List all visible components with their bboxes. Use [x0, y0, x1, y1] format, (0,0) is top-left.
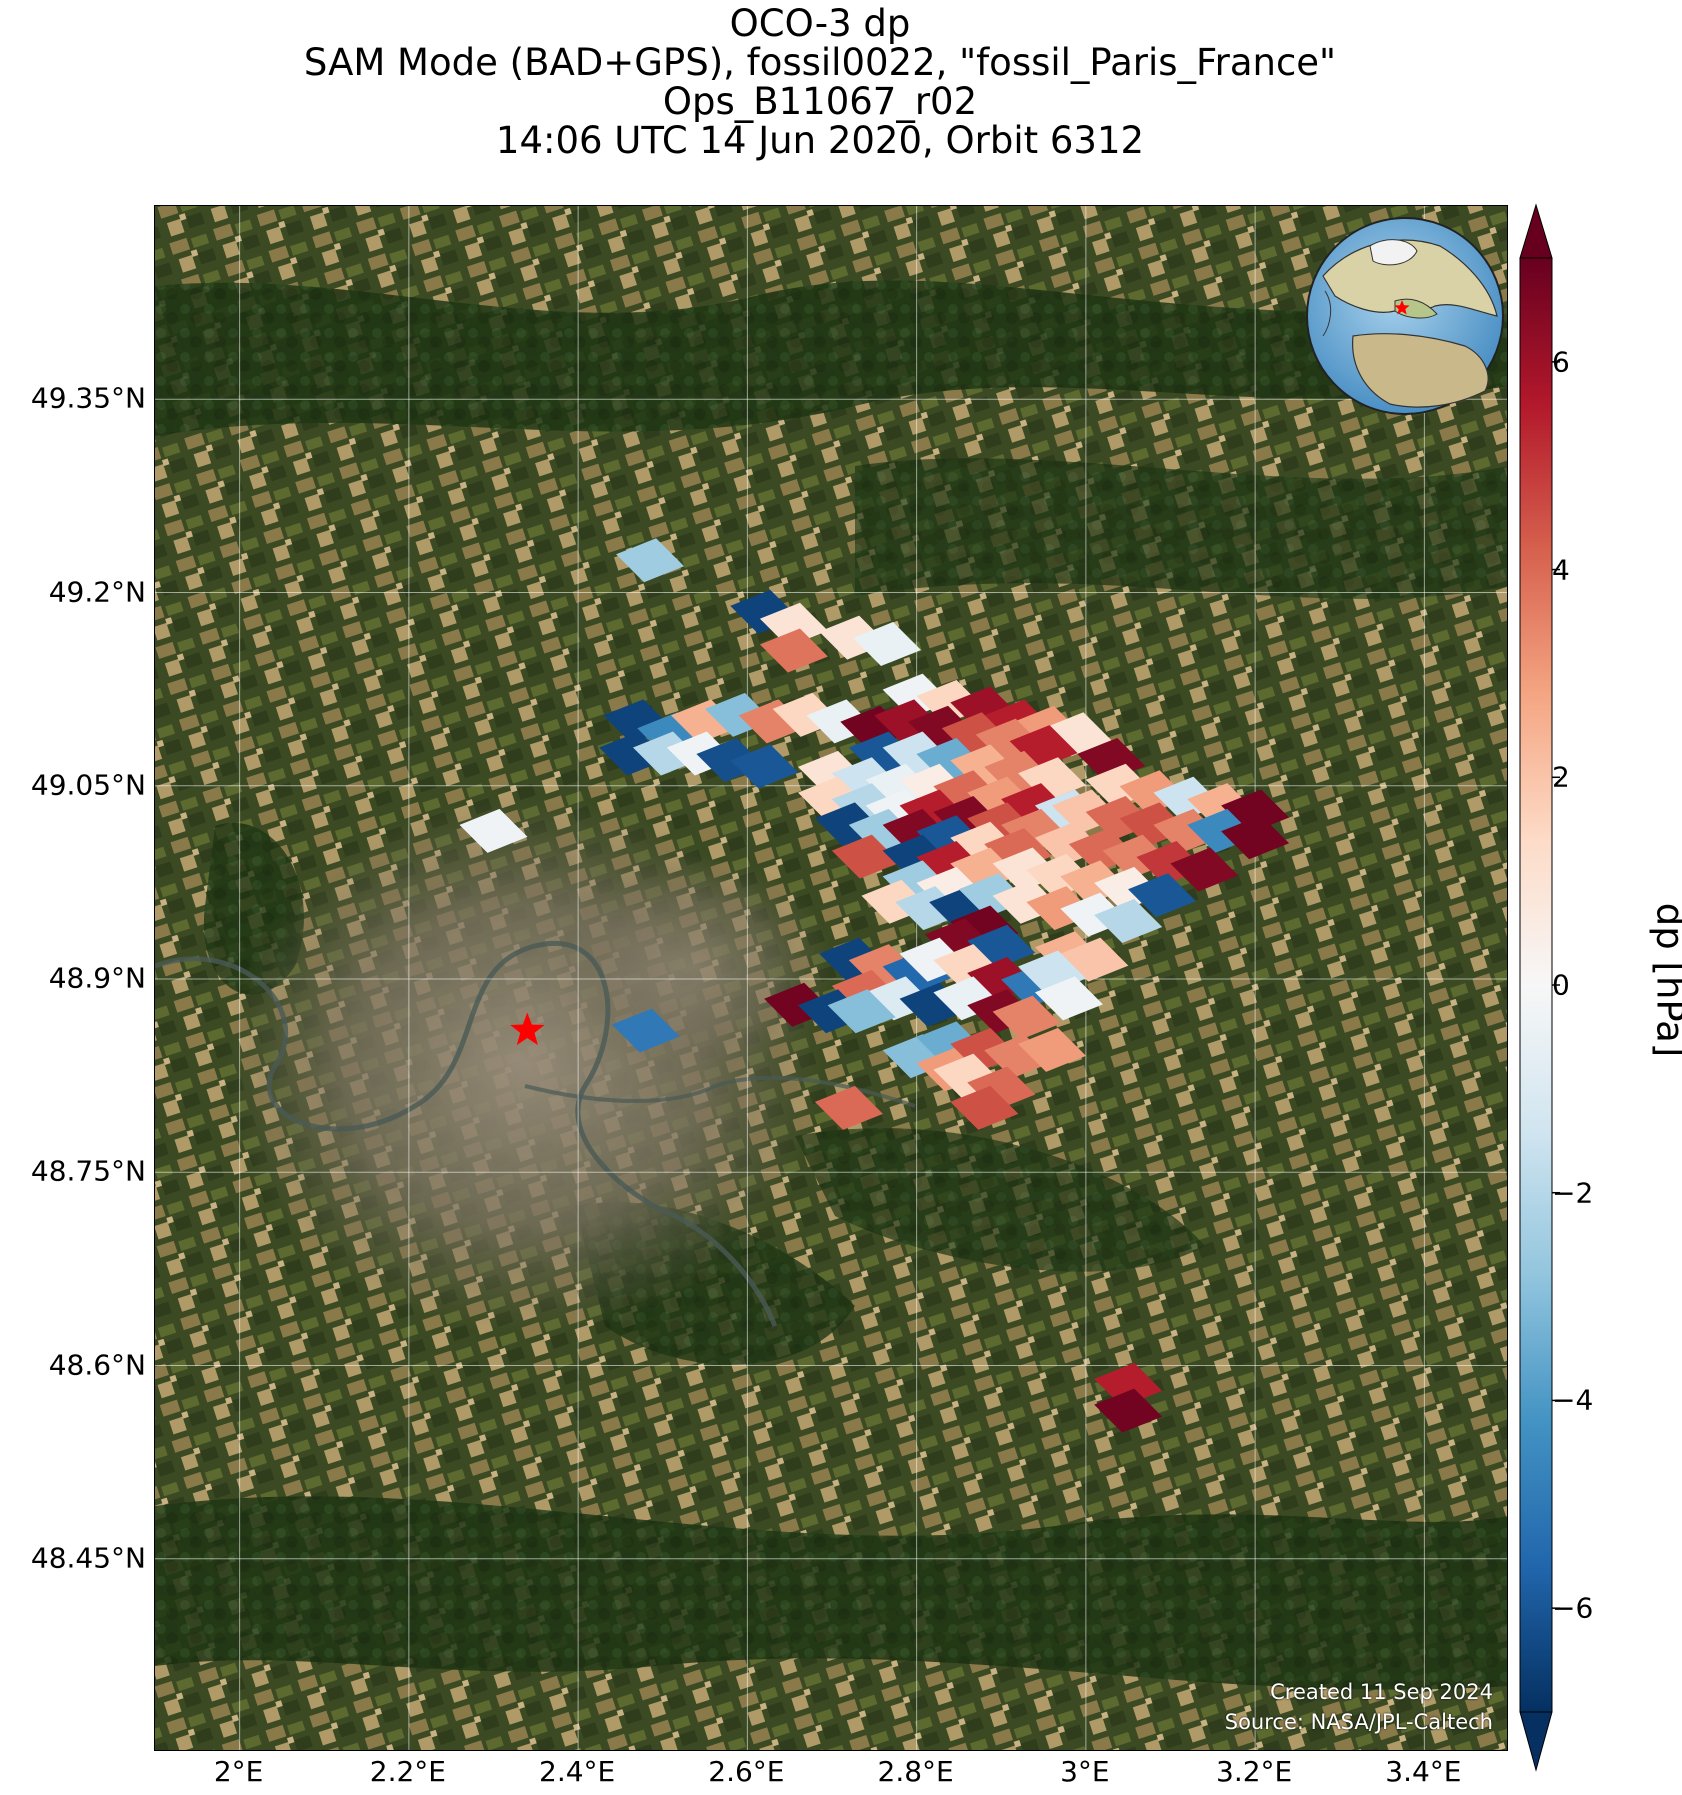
latitude-label: 48.6°N: [48, 1348, 146, 1381]
colorbar-tick-label: −2: [1552, 1176, 1594, 1210]
colorbar-tick-label: 0: [1552, 968, 1570, 1002]
sounding-footprint: [1094, 1388, 1163, 1433]
sounding-footprint: [1221, 815, 1290, 860]
latitude-label: 49.35°N: [30, 381, 146, 415]
colorbar-tick-label: −4: [1552, 1383, 1594, 1417]
sounding-footprint: [611, 1008, 680, 1053]
sounding-footprint: [1170, 847, 1239, 892]
source-credit: Source: NASA/JPL-Caltech: [1224, 1710, 1493, 1734]
colorbar-tick-label: 4: [1552, 553, 1570, 587]
sounding-footprint: [1018, 1027, 1087, 1072]
colorbar-label: dp [hPa]: [1648, 902, 1682, 1058]
inset-globe: [1306, 217, 1504, 415]
longitude-label: 2°E: [213, 1755, 264, 1788]
longitude-label: 3.4°E: [1385, 1755, 1462, 1788]
sounding-footprint: [853, 622, 922, 667]
sounding-footprint: [759, 602, 828, 647]
paris-target: [510, 1012, 545, 1046]
created-date: Created 11 Sep 2024: [1270, 1680, 1493, 1704]
longitude-label: 3.2°E: [1216, 1755, 1293, 1788]
title-line-4: 14:06 UTC 14 Jun 2020, Orbit 6312: [495, 119, 1145, 162]
dp-soundings: [459, 538, 1290, 1433]
longitude-label: 3°E: [1060, 1755, 1110, 1788]
colorbar-tick-label: 6: [1552, 345, 1570, 379]
figure-title: OCO-3 dp SAM Mode (BAD+GPS), fossil0022,…: [0, 4, 1640, 160]
latitude-label: 48.9°N: [48, 961, 146, 995]
sounding-footprint: [992, 995, 1061, 1040]
latitude-label: 48.45°N: [30, 1541, 146, 1575]
latitude-label: 49.2°N: [48, 575, 146, 608]
colorbar: [1519, 203, 1560, 1772]
sounding-footprint: [1094, 1362, 1163, 1407]
colorbar-extend-max: [1519, 203, 1553, 259]
sounding-footprint: [1034, 976, 1103, 1021]
title-line-2: SAM Mode (BAD+GPS), fossil0022, "fossil_…: [303, 41, 1337, 84]
sounding-footprint: [814, 1085, 883, 1130]
sounding-footprint: [459, 808, 528, 853]
colorbar-tick-label: 2: [1552, 760, 1570, 794]
map-canvas: [155, 206, 1507, 1750]
longitude-label: 2.4°E: [539, 1755, 616, 1788]
colorbar-body: [1519, 257, 1553, 1713]
sounding-footprint: [1094, 899, 1163, 944]
sounding-footprint: [950, 1085, 1019, 1130]
sounding-footprint: [831, 834, 900, 879]
sounding-footprint: [827, 989, 896, 1034]
longitude-label: 2.6°E: [708, 1755, 785, 1788]
colorbar-extend-min: [1519, 1711, 1553, 1772]
satellite-basemap: [155, 206, 1507, 1750]
target-star-marker: [510, 1012, 545, 1046]
latitude-label: 49.05°N: [30, 768, 146, 802]
latitude-label: 48.75°N: [30, 1154, 146, 1188]
sounding-footprint: [1128, 873, 1197, 918]
map-panel[interactable]: Created 11 Sep 2024 Source: NASA/JPL-Cal…: [154, 205, 1508, 1751]
title-line-3: Ops_B11067_r02: [662, 80, 978, 123]
globe-star-marker: [1394, 300, 1410, 315]
sounding-footprint: [616, 538, 685, 583]
colorbar-tick-label: −6: [1552, 1591, 1594, 1625]
title-line-1: OCO-3 dp: [729, 2, 911, 45]
longitude-label: 2.8°E: [877, 1755, 954, 1788]
longitude-label: 2.2°E: [369, 1755, 446, 1788]
sounding-footprint: [759, 628, 828, 673]
sounding-footprint: [730, 744, 799, 789]
